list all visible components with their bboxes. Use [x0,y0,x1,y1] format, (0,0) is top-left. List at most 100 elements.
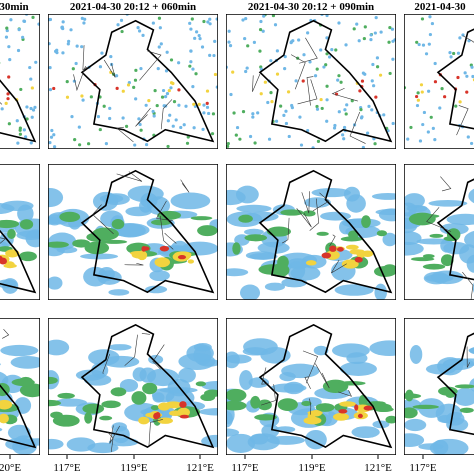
echo-dot [286,90,291,94]
echo-dot [361,71,365,75]
echo-dot [294,79,298,83]
echo-dot [202,111,206,115]
echo-dot [427,42,431,46]
echo-dot [147,99,151,103]
echo-dot [119,18,124,22]
city-border [152,344,165,370]
echo-area [302,210,316,217]
echo-dot [210,132,215,136]
echo-dot [136,26,140,30]
echo-area [279,372,296,382]
echo-area [320,211,351,221]
echo-dot [185,141,190,145]
echo-core [131,251,146,259]
echo-dot [25,117,29,121]
city-border [302,350,318,384]
echo-area [226,189,246,206]
echo-dot [341,133,345,137]
echo-dot [60,25,64,29]
echo-dot [18,132,22,136]
echo-dot [420,90,424,94]
map-panel [404,164,474,300]
echo-area [435,403,462,424]
echo-dot [388,25,392,30]
city-border [92,204,114,235]
echo-dot [370,79,374,83]
echo-dot [177,103,181,107]
echo-dot [443,95,447,99]
echo-dot [155,103,159,108]
map-panel [404,14,474,149]
echo-core [157,402,171,411]
echo-dot [244,69,248,74]
echo-area [48,339,70,356]
echo-dot [433,61,437,66]
echo-dot [191,67,195,71]
echo-area [17,204,34,223]
echo-dot [189,27,193,31]
echo-area [18,251,37,262]
echo-dot [48,87,53,92]
echo-area [248,377,270,388]
echo-dot [315,67,319,71]
echo-dot [16,141,20,145]
echo-core [159,245,170,252]
echo-dot [234,133,238,137]
echo-dot [24,135,28,139]
echo-dot [9,18,13,22]
echo-area [193,343,212,352]
echo-dot [320,106,324,111]
echo-dot [52,145,57,149]
city-border [109,425,121,444]
echo-dot [66,42,70,46]
echo-area [361,215,371,229]
echo-dot [164,95,168,99]
echo-area [148,354,164,365]
echo-dot [259,92,263,96]
echo-dot [358,89,362,93]
echo-area [404,407,418,419]
echo-dot [25,105,29,109]
province-border [80,323,215,449]
echo-area [404,241,424,256]
echo-dot [284,109,288,113]
echo-area [244,211,279,222]
echo-area [178,367,196,383]
echo-core [0,399,13,410]
echo-area [131,391,147,405]
echo-dot [197,33,201,38]
echo-area [244,234,268,242]
echo-area [0,363,1,366]
echo-dot [160,95,165,99]
echo-area [412,404,439,410]
city-border [329,234,336,247]
echo-area [422,263,446,270]
echo-dot [344,43,348,47]
echo-dot [315,104,319,109]
echo-dot [153,89,157,93]
echo-dot [188,64,192,68]
echo-core [345,244,359,250]
echo-area [178,353,216,370]
echo-dot [246,44,250,48]
echo-core [310,410,322,417]
echo-dot [172,100,177,104]
echo-dot [361,145,365,149]
panel-title: 2021-04-30 20:12 + 060min [70,1,196,13]
echo-dot [5,28,9,33]
city-border [456,105,469,136]
echo-dot [271,14,276,18]
echo-dot [352,27,356,31]
echo-dot [156,67,160,71]
echo-area [52,414,80,427]
echo-area [150,405,160,411]
echo-dot [421,122,425,127]
echo-dot [360,79,365,83]
city-border [462,271,474,300]
echo-area [159,387,198,394]
echo-area [374,266,396,277]
echo-core [333,412,350,421]
echo-dot [469,141,474,146]
echo-dot [7,122,11,126]
